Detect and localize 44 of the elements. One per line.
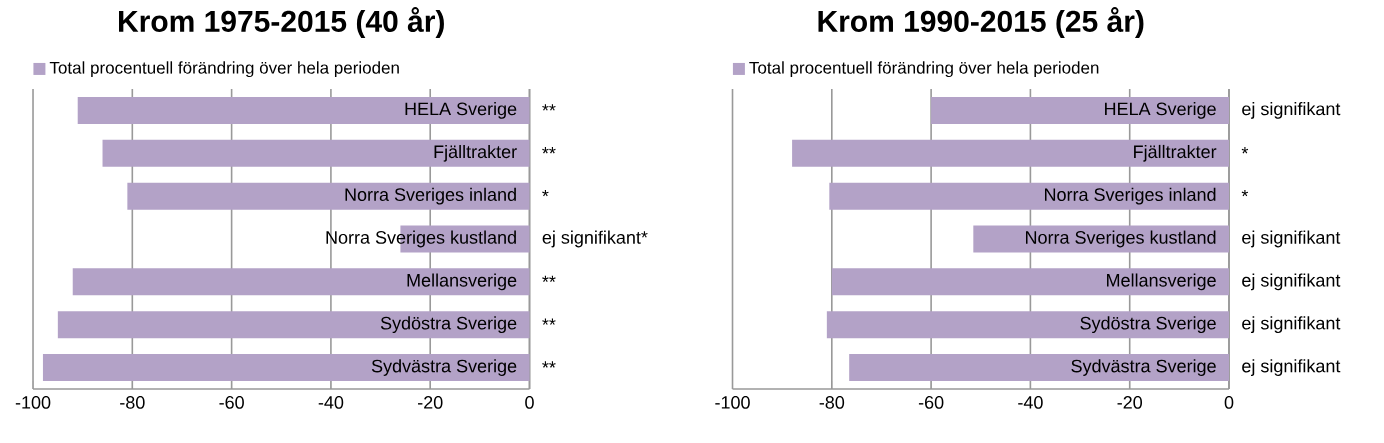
text: *	[542, 189, 549, 197]
x-tick-label: 0	[1224, 396, 1234, 409]
x-tick-label: -60	[918, 396, 944, 409]
x-tick-label: -80	[120, 396, 145, 409]
x-tick-label: -100	[715, 396, 750, 409]
y-tick-label: Sydvästra Sverige	[371, 359, 517, 376]
text: ej signifikant	[1242, 316, 1341, 334]
y-tick-label: HELA Sverige	[1105, 102, 1216, 119]
text: ej signifikant	[1242, 230, 1341, 248]
y-tick-label: Norra Sveriges inland	[345, 187, 516, 205]
legend-label: Total procentuell förändring över hela perioden	[49, 61, 399, 78]
x-tick-label: -40	[1018, 396, 1043, 409]
legend-label: Total procentuell förändring över hela perioden	[749, 61, 1099, 78]
y-tick-label: Fjälltrakter	[434, 144, 517, 162]
text: **	[542, 275, 556, 282]
x-tick-label: -80	[819, 396, 845, 409]
text: ej signifikant	[1242, 359, 1341, 376]
x-tick-label: -20	[1117, 396, 1143, 409]
chart-title: Krom 1990-2015 (25 år)	[818, 7, 1144, 38]
y-tick-label: Norra Sveriges inland	[1045, 187, 1216, 205]
text: *	[1241, 189, 1249, 197]
text: **	[542, 104, 556, 111]
y-tick-label: Norra Sveriges kustland	[1026, 230, 1216, 248]
y-tick-label: Sydöstra Sverige	[1080, 316, 1216, 334]
text: ej signifikant	[1242, 273, 1341, 291]
y-tick-label: Norra Sveriges kustland	[326, 230, 516, 248]
text: ej signifikant	[1242, 102, 1341, 119]
text: **	[542, 147, 556, 154]
x-tick-label: -40	[318, 396, 344, 409]
text: *	[1241, 147, 1249, 154]
y-tick-label: HELA Sverige	[405, 102, 517, 119]
y-tick-label: Mellansverige	[1107, 273, 1216, 291]
x-tick-label: 0	[525, 396, 534, 409]
text: **	[542, 361, 556, 368]
y-tick-label: Sydöstra Sverige	[380, 316, 517, 334]
text: ej signifikant*	[542, 230, 648, 248]
y-tick-label: Fjälltrakter	[1134, 144, 1217, 162]
y-tick-label: Mellansverige	[407, 273, 517, 291]
x-tick-label: -20	[418, 396, 443, 409]
x-tick-label: -60	[219, 396, 244, 409]
text: **	[542, 318, 556, 325]
x-tick-label: -100	[15, 396, 51, 409]
y-tick-label: Sydvästra Sverige	[1071, 359, 1216, 376]
chart-title: Krom 1975-2015 (40 år)	[119, 7, 444, 38]
